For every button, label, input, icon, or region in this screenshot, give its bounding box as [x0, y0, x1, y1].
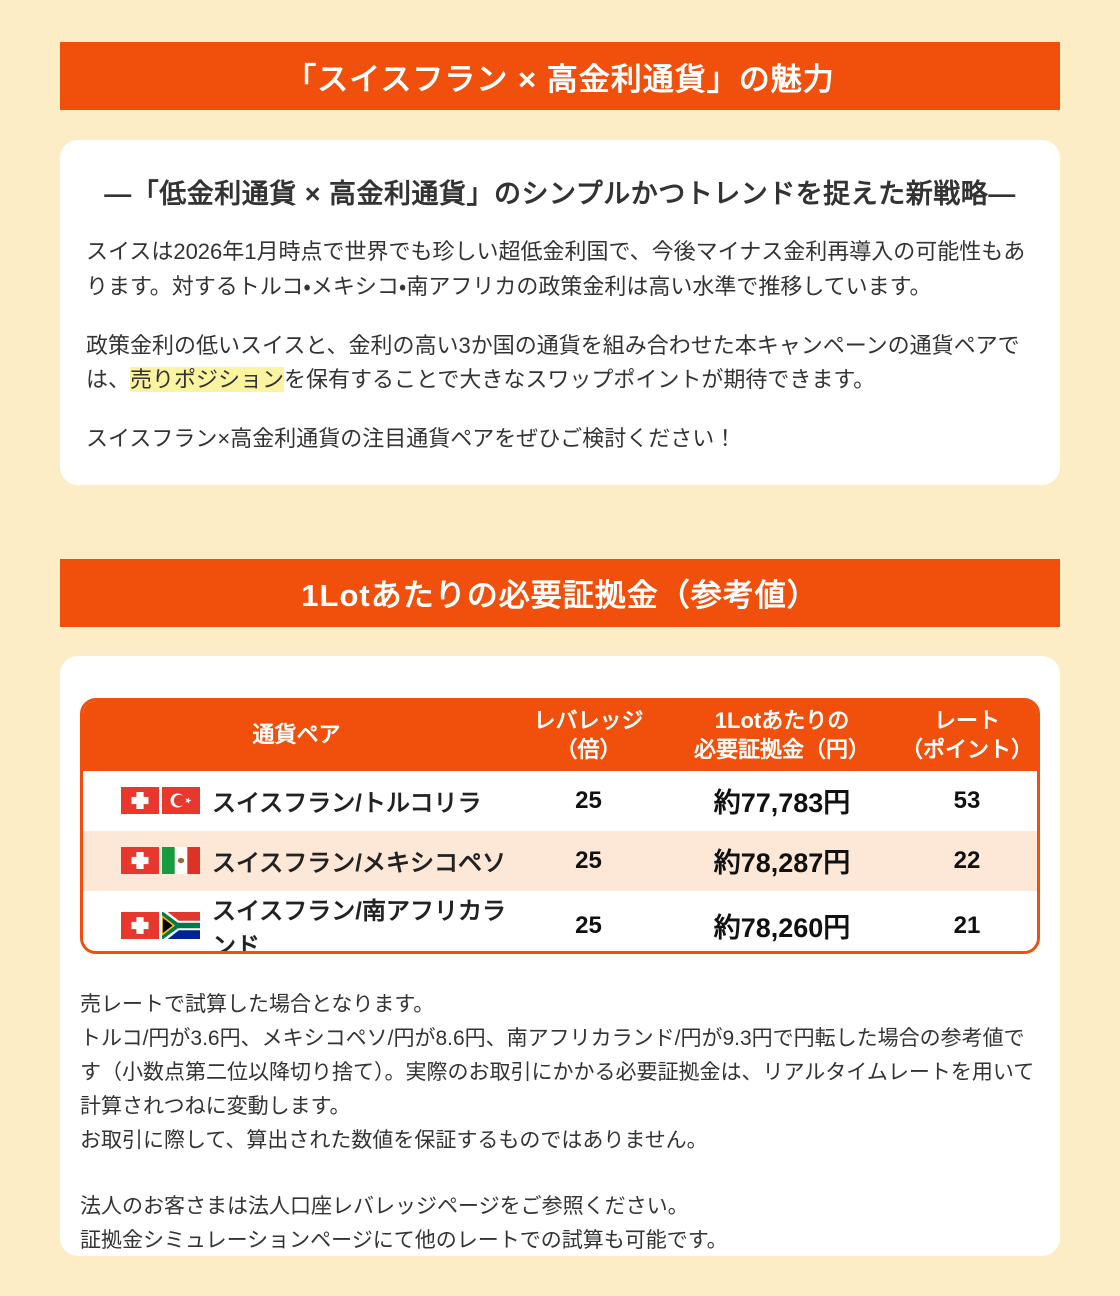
rate-value: 21	[953, 911, 981, 939]
section-banner-margin: 1Lotあたりの必要証拠金（参考値）	[60, 558, 1060, 627]
pair-cell: スイスフラン/トルコリラ	[83, 783, 510, 818]
margin-table: 通貨ペア レバレッジ （倍） 1Lotあたりの 必要証拠金（円） レート （ポイ…	[80, 697, 1040, 954]
pair-name: スイスフラン/トルコリラ	[212, 790, 482, 818]
table-row: スイスフラン/南アフリカランド 25 約78,260円 21	[83, 890, 1037, 954]
rate-value: 53	[953, 786, 981, 814]
south-africa-flag-icon	[162, 912, 200, 940]
swiss-flag-icon	[121, 787, 159, 815]
col-header-margin: 1Lotあたりの 必要証拠金（円）	[693, 708, 870, 762]
turkey-flag-icon	[162, 787, 200, 815]
section-banner-margin-label: 1Lotあたりの必要証拠金（参考値）	[301, 578, 819, 614]
margin-card: 通貨ペア レバレッジ （倍） 1Lotあたりの 必要証拠金（円） レート （ポイ…	[60, 655, 1060, 1258]
section-banner-appeal: 「スイスフラン × 高金利通貨」の魅力	[60, 42, 1060, 110]
intro-card: ―「低金利通貨 × 高金利通貨」のシンプルかつトレンドを捉えた新戦略― スイスは…	[60, 140, 1060, 485]
pair-cell: スイスフラン/メキシコペソ	[83, 843, 510, 878]
margin-value: 約77,783円	[713, 788, 851, 819]
pair-name: スイスフラン/南アフリカランド	[212, 897, 506, 954]
note-line-3: お取引に際して、算出された数値を保証するものではありません。	[80, 1128, 708, 1152]
note-line-5: 証拠金シミュレーションページにて他のレートでの試算も可能です。	[80, 1228, 728, 1252]
margin-value: 約78,260円	[713, 913, 851, 944]
note-line-2: トルコ/円が3.6円、メキシコペソ/円が8.6円、南アフリカランド/円が9.3円…	[80, 1026, 1035, 1118]
col-header-pair: 通貨ペア	[252, 722, 341, 748]
swiss-flag-icon	[121, 847, 159, 875]
col-header-leverage: レバレッジ （倍）	[533, 708, 644, 762]
highlight-sell-position: 売りポジション	[130, 367, 285, 393]
margin-notes: 売レートで試算した場合となります。 トルコ/円が3.6円、メキシコペソ/円が8.…	[80, 988, 1040, 1258]
section-banner-appeal-label: 「スイスフラン × 高金利通貨」の魅力	[285, 61, 835, 97]
pair-name: スイスフラン/メキシコペソ	[212, 850, 506, 878]
intro-paragraph-2-before: 政策金利の低いスイスと、金利の高い3か国の通貨を組み合わせた本キャンペーンの通貨…	[86, 332, 1020, 393]
note-line-4: 法人のお客さまは法人口座レバレッジページをご参照ください。	[80, 1194, 689, 1218]
mexico-flag-icon	[162, 847, 200, 875]
leverage-value: 25	[575, 911, 602, 939]
leverage-value: 25	[575, 786, 602, 814]
pair-cell: スイスフラン/南アフリカランド	[83, 891, 510, 954]
intro-paragraph-2-after: を保有することで大きなスワップポイントが期待できます。	[284, 367, 876, 393]
intro-paragraph-3: スイスフラン×高金利通貨の注目通貨ペアをぜひご検討ください！	[86, 426, 737, 451]
swiss-flag-icon	[121, 912, 159, 940]
table-row: スイスフラン/メキシコペソ 25 約78,287円 22	[83, 830, 1037, 891]
rate-value: 22	[953, 846, 981, 874]
margin-table-header: 通貨ペア レバレッジ （倍） 1Lotあたりの 必要証拠金（円） レート （ポイ…	[83, 700, 1037, 771]
intro-paragraph-1: スイスは2026年1月時点で世界でも珍しい超低金利国で、今後マイナス金利再導入の…	[86, 239, 1026, 299]
margin-value: 約78,287円	[713, 848, 851, 879]
table-row: スイスフラン/トルコリラ 25 約77,783円 53	[83, 770, 1037, 831]
intro-heading: ―「低金利通貨 × 高金利通貨」のシンプルかつトレンドを捉えた新戦略―	[104, 179, 1016, 209]
leverage-value: 25	[575, 846, 602, 874]
intro-paragraph-2: 政策金利の低いスイスと、金利の高い3か国の通貨を組み合わせた本キャンペーンの通貨…	[86, 329, 1034, 399]
col-header-rate: レート （ポイント）	[900, 708, 1033, 762]
note-line-1: 売レートで試算した場合となります。	[80, 992, 435, 1016]
